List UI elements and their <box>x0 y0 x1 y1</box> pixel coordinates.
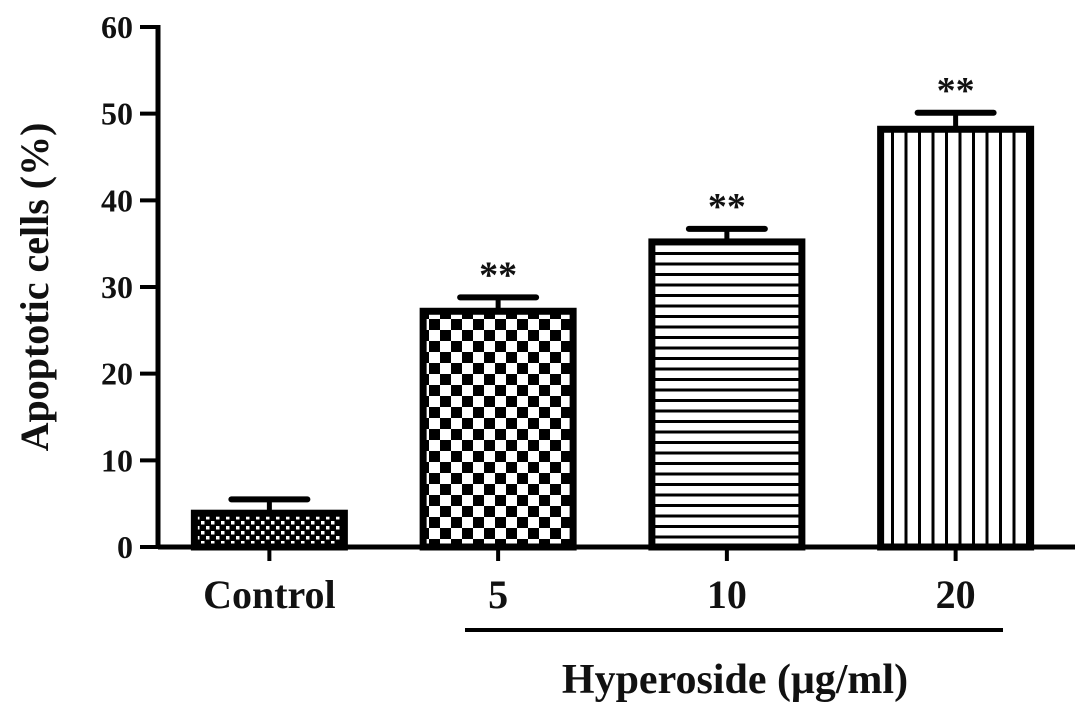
y-axis-label: Apoptotic cells (%) <box>12 123 57 452</box>
y-tick-label: 60 <box>101 9 133 45</box>
bar-5 <box>419 307 577 551</box>
significance-marker: ** <box>708 186 746 228</box>
x-tick-label: 5 <box>488 572 508 617</box>
y-tick-label: 50 <box>101 96 133 132</box>
y-tick-label: 30 <box>101 269 133 305</box>
significance-marker: ** <box>937 70 975 112</box>
y-tick-label: 20 <box>101 356 133 392</box>
significance-marker: ** <box>479 254 517 296</box>
y-tick-label: 10 <box>101 442 133 478</box>
y-tick-label: 0 <box>117 529 133 565</box>
bar-Control <box>190 509 348 551</box>
x-tick-label: 10 <box>707 572 747 617</box>
x-axis-label: Hyperoside (μg/ml) <box>562 657 908 703</box>
x-tick-label: 20 <box>936 572 976 617</box>
y-tick-label: 40 <box>101 182 133 218</box>
bar-10 <box>648 238 806 551</box>
bar-20 <box>877 125 1035 551</box>
x-tick-label: Control <box>203 572 336 617</box>
